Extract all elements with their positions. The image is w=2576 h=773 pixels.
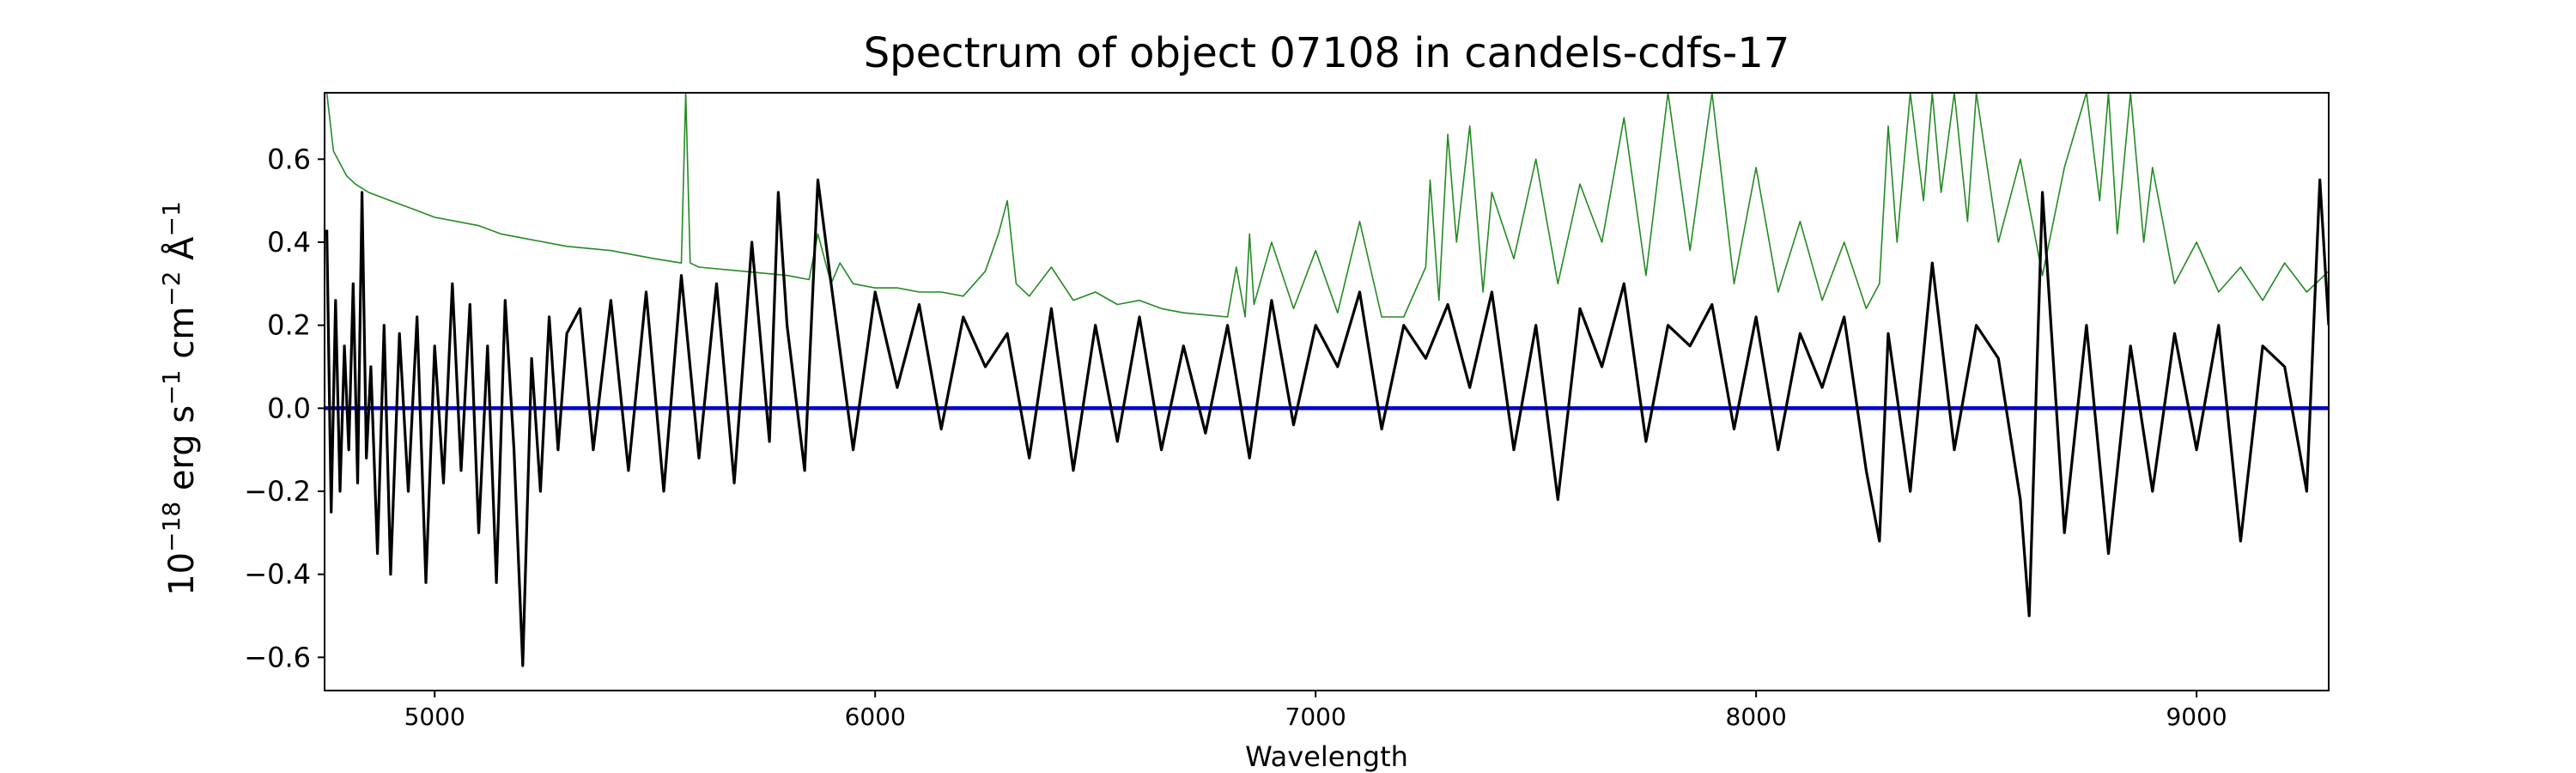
y-tick-label: 0.0 (267, 392, 311, 424)
chart-title: Spectrum of object 07108 in candels-cdfs… (864, 29, 1790, 77)
x-tick-label: 5000 (404, 703, 465, 731)
x-tick-label: 8000 (1726, 703, 1787, 731)
y-tick-label: −0.4 (244, 558, 311, 591)
series-group (325, 93, 2329, 667)
series-line-noise (325, 93, 2329, 318)
y-tick-label: 0.4 (267, 226, 311, 259)
y-tick-label: −0.6 (244, 641, 311, 673)
series-line-flux (325, 178, 2329, 667)
y-tick-label: −0.2 (244, 475, 311, 508)
x-axis-label: Wavelength (1245, 740, 1408, 773)
y-tick-label: 0.2 (267, 309, 311, 342)
y-axis-label: 10−18 erg s−1 cm−2 Å−1 (157, 201, 203, 596)
x-tick-label: 6000 (845, 703, 906, 731)
y-tick-label: 0.6 (267, 143, 311, 175)
x-tick-label: 9000 (2166, 703, 2227, 731)
plot-area: 5000 6000 7000 8000 9000 −0.6 −0.4 −0.2 0.0 0.2 0.… (244, 92, 2330, 731)
x-tick-label: 7000 (1285, 703, 1346, 731)
plot-frame (324, 92, 2330, 691)
